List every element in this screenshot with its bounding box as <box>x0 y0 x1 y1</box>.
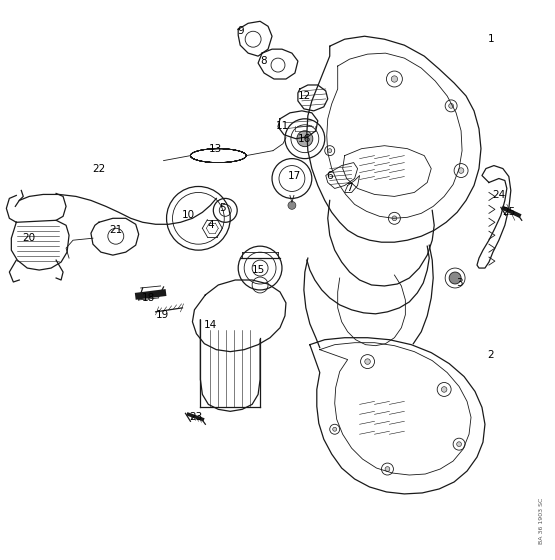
Text: 12: 12 <box>298 91 311 101</box>
Circle shape <box>441 386 447 392</box>
Text: 14: 14 <box>204 320 217 330</box>
Text: 24: 24 <box>492 190 506 200</box>
Text: 25: 25 <box>502 207 516 217</box>
Text: 11: 11 <box>275 121 289 131</box>
Text: 8: 8 <box>260 56 266 66</box>
Text: 6: 6 <box>326 171 333 180</box>
Circle shape <box>391 76 397 82</box>
Circle shape <box>449 272 461 284</box>
Circle shape <box>458 168 464 174</box>
Circle shape <box>457 442 461 446</box>
Text: 3: 3 <box>456 278 462 288</box>
Text: 9: 9 <box>237 26 244 36</box>
Text: 23: 23 <box>189 412 202 422</box>
Circle shape <box>297 130 313 147</box>
Circle shape <box>328 148 332 153</box>
Circle shape <box>288 202 296 209</box>
Circle shape <box>332 427 337 431</box>
Circle shape <box>385 466 390 472</box>
Text: 22: 22 <box>92 164 105 174</box>
Text: 20: 20 <box>23 233 36 243</box>
Text: 21: 21 <box>109 225 123 235</box>
Text: 7: 7 <box>346 184 353 193</box>
Circle shape <box>365 359 370 365</box>
Text: 4: 4 <box>207 220 214 230</box>
Text: 10: 10 <box>182 211 195 220</box>
Circle shape <box>392 216 397 221</box>
Text: 5: 5 <box>219 203 225 213</box>
Text: BA 36 1903 SC: BA 36 1903 SC <box>539 497 544 544</box>
Text: 16: 16 <box>298 134 311 144</box>
Circle shape <box>449 104 453 108</box>
Text: 19: 19 <box>156 310 169 320</box>
Text: 15: 15 <box>251 265 265 275</box>
Text: 2: 2 <box>488 349 495 360</box>
Text: 1: 1 <box>488 34 495 44</box>
Text: 13: 13 <box>209 144 222 153</box>
Text: 17: 17 <box>288 171 301 180</box>
Text: 18: 18 <box>142 293 155 303</box>
